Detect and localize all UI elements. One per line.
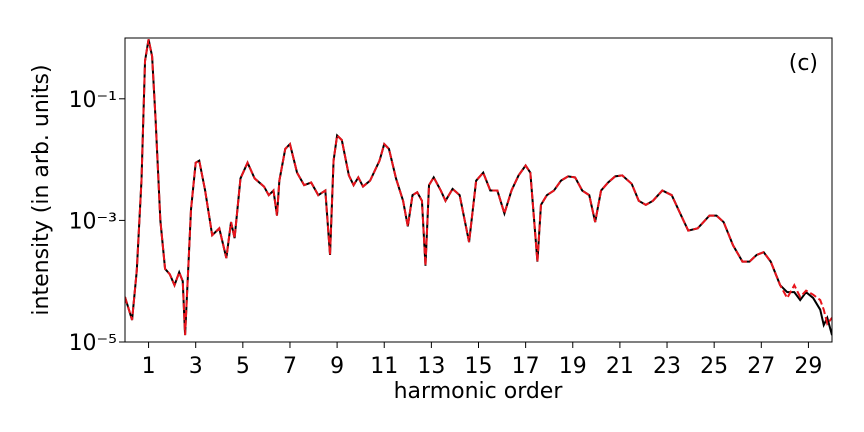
y-tick-label: 10⁻⁵ — [69, 331, 117, 356]
x-tick-label: 11 — [370, 354, 398, 379]
x-tick-label: 7 — [283, 354, 297, 379]
x-tick-label: 29 — [794, 354, 822, 379]
x-tick-label: 9 — [330, 354, 344, 379]
x-axis-label: harmonic order — [394, 379, 564, 404]
x-tick-label: 1 — [142, 354, 156, 379]
series-line — [125, 39, 832, 336]
panel-label: (c) — [789, 51, 818, 76]
y-tick-label: 10⁻³ — [69, 209, 117, 234]
x-tick-label: 15 — [465, 354, 493, 379]
x-tick-label: 19 — [559, 354, 587, 379]
y-axis-label: intensity (in arb. units) — [29, 64, 54, 315]
x-tick-label: 13 — [417, 354, 445, 379]
plot-frame — [124, 37, 833, 343]
x-tick-label: 21 — [606, 354, 634, 379]
x-tick-label: 17 — [512, 354, 540, 379]
x-tick-label: 5 — [236, 354, 250, 379]
x-tick-label: 23 — [653, 354, 681, 379]
y-tick-label: 10⁻¹ — [69, 88, 117, 113]
x-tick-label: 27 — [747, 354, 775, 379]
series-line — [125, 39, 832, 336]
x-tick-label: 3 — [189, 354, 203, 379]
x-tick-label: 25 — [700, 354, 728, 379]
